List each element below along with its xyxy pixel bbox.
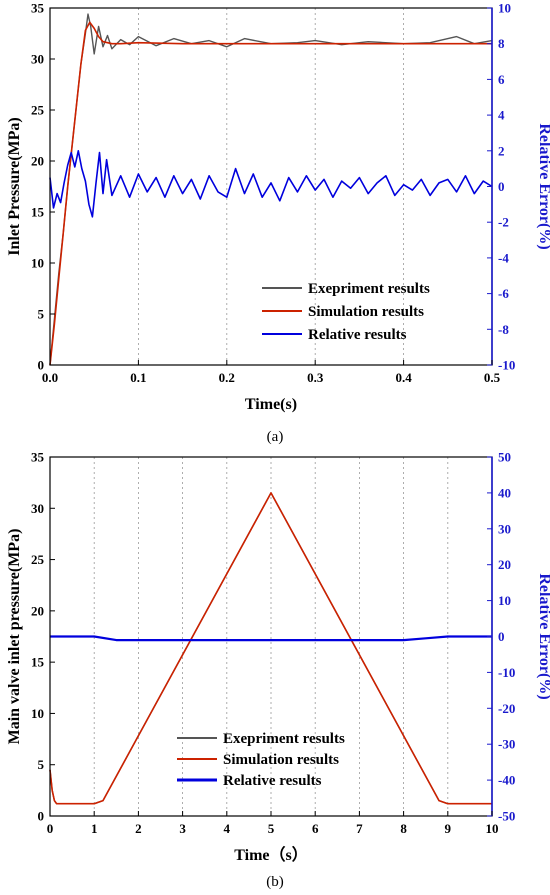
x-axis-label: Time(s) bbox=[245, 396, 297, 413]
x-tick-label: 9 bbox=[445, 821, 452, 836]
legend-label: Simulation results bbox=[308, 304, 424, 320]
y2-axis-label: Relative Error(%) bbox=[536, 573, 550, 699]
legend-label: Exepriment results bbox=[223, 731, 345, 747]
x-tick-label: 3 bbox=[179, 821, 186, 836]
y-tick-label: 30 bbox=[31, 501, 44, 516]
x-tick-label: 0.5 bbox=[484, 370, 501, 385]
x-tick-label: 1 bbox=[91, 821, 98, 836]
y2-tick-label: 4 bbox=[498, 108, 505, 123]
y2-tick-label: 50 bbox=[498, 450, 511, 465]
x-tick-label: 2 bbox=[135, 821, 142, 836]
series-line-2 bbox=[49, 492, 492, 805]
y2-tick-label: 2 bbox=[498, 143, 505, 158]
y-tick-label: 30 bbox=[31, 52, 44, 67]
y-tick-label: 15 bbox=[31, 655, 45, 670]
x-tick-label: 0.1 bbox=[130, 370, 146, 385]
legend: Exepriment results Simulation results Rela… bbox=[177, 731, 345, 789]
chart-panel-1: 0.0 0.1 0.2 0.3 0.4 0.505101520253035-10-8-6-… bbox=[6, 1, 550, 446]
series-line-1 bbox=[49, 13, 493, 366]
y2-tick-label: 0 bbox=[498, 179, 505, 194]
y2-tick-label: 30 bbox=[498, 521, 511, 536]
series-line-3 bbox=[50, 635, 492, 642]
x-axis-label: Time（s） bbox=[234, 846, 308, 864]
chart-panel-2: 0 1 2 3 4 5 6 7 8 9 10 0 5 10 15 20 25 30 35 -50 -40 -30 -20 -1… bbox=[6, 450, 550, 891]
y-tick-label: 0 bbox=[38, 358, 45, 373]
y2-tick-label: -4 bbox=[498, 250, 509, 265]
y-tick-label: 35 bbox=[31, 450, 45, 465]
y2-tick-label: 10 bbox=[498, 1, 511, 16]
x-tick-label: 0.3 bbox=[307, 370, 324, 385]
panel-caption: (b) bbox=[266, 874, 284, 890]
y-tick-label: 20 bbox=[31, 603, 44, 618]
y-tick-label: 35 bbox=[31, 1, 45, 16]
y-tick-label: 10 bbox=[31, 706, 44, 721]
y-axis-label: Inlet Pressure(MPa) bbox=[6, 117, 23, 255]
legend-label: Relative results bbox=[308, 327, 407, 343]
y2-tick-label: 20 bbox=[498, 557, 511, 572]
y-tick-label: 10 bbox=[31, 256, 44, 271]
x-tick-label: 6 bbox=[312, 821, 319, 836]
x-tick-label: 10 bbox=[486, 821, 499, 836]
y2-tick-label: -6 bbox=[498, 286, 509, 301]
y2-tick-label: 6 bbox=[498, 72, 505, 87]
x-tick-label: 7 bbox=[356, 821, 363, 836]
x-tick-label: 8 bbox=[400, 821, 407, 836]
y2-tick-label: 0 bbox=[498, 629, 505, 644]
y2-tick-label: -20 bbox=[498, 701, 515, 716]
y2-tick-label: 8 bbox=[498, 36, 505, 51]
y-tick-label: 20 bbox=[31, 154, 44, 169]
series-line-2 bbox=[49, 21, 492, 366]
y2-tick-label: -2 bbox=[498, 215, 509, 230]
panel-caption: (a) bbox=[267, 429, 284, 445]
y2-tick-label: -50 bbox=[498, 809, 515, 824]
y2-tick-label: -10 bbox=[498, 358, 515, 373]
y-tick-label: 25 bbox=[31, 552, 45, 567]
x-tick-label: 0.4 bbox=[395, 370, 412, 385]
legend: Exepriment results Simulation results Rela… bbox=[262, 281, 430, 343]
y-tick-label: 0 bbox=[38, 809, 45, 824]
y2-tick-label: -8 bbox=[498, 322, 509, 337]
x-tick-label: 0.2 bbox=[219, 370, 235, 385]
y2-tick-label: -10 bbox=[498, 665, 515, 680]
x-tick-label: 4 bbox=[224, 821, 231, 836]
y2-tick-label: -30 bbox=[498, 737, 515, 752]
y2-tick-label: -40 bbox=[498, 773, 515, 788]
y2-tick-label: 40 bbox=[498, 485, 511, 500]
y2-tick-label: 10 bbox=[498, 593, 511, 608]
y-tick-label: 5 bbox=[38, 757, 45, 772]
series-line-3 bbox=[49, 150, 493, 218]
legend-label: Relative results bbox=[223, 773, 322, 789]
x-tick-label: 0 bbox=[47, 821, 54, 836]
x-tick-label: 5 bbox=[268, 821, 275, 836]
y-tick-label: 5 bbox=[38, 307, 45, 322]
legend-label: Simulation results bbox=[223, 752, 339, 768]
y-axis-label: Main valve inlet pressure(MPa) bbox=[6, 529, 23, 745]
y-tick-label: 15 bbox=[31, 205, 45, 220]
legend-label: Exepriment results bbox=[308, 281, 430, 297]
y2-axis-label: Relative Error(%) bbox=[536, 123, 550, 249]
x-tick-label: 0.0 bbox=[42, 370, 58, 385]
y-tick-label: 25 bbox=[31, 103, 45, 118]
